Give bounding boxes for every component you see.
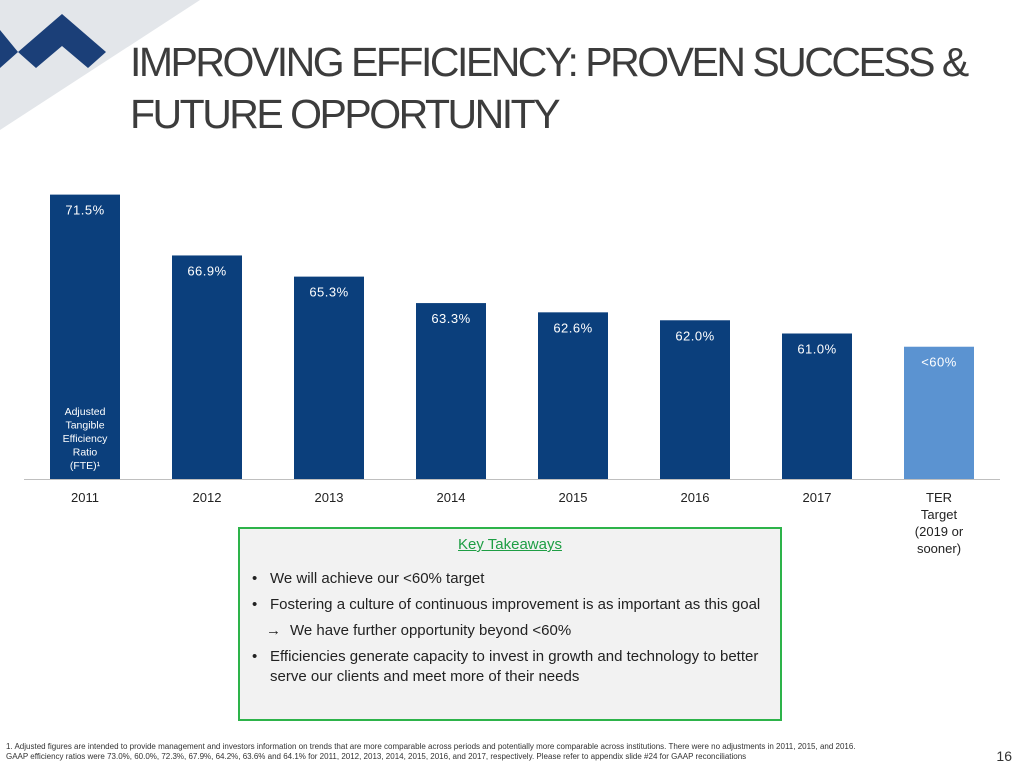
series-label: (FTE)¹ (70, 460, 101, 472)
takeaway-text: Fostering a culture of continuous improv… (270, 596, 761, 613)
bar-value-label: 63.3% (431, 311, 470, 326)
corner-logo-mark (18, 14, 106, 68)
bar-value-label: 61.0% (797, 342, 836, 357)
bar-value-label: 66.9% (187, 263, 226, 278)
slide-title-line-1: IMPROVING EFFICIENCY: PROVEN SUCCESS & (130, 39, 969, 85)
bar-7 (904, 346, 974, 479)
x-tick-label: TER (926, 490, 952, 505)
slide-title: IMPROVING EFFICIENCY: PROVEN SUCCESS & F… (130, 36, 1010, 140)
bar-6 (782, 333, 852, 479)
footnote-line-1: 1. Adjusted figures are intended to prov… (6, 742, 856, 751)
takeaway-item: • Fostering a culture of continuous impr… (252, 595, 777, 615)
series-label: Adjusted (65, 406, 106, 418)
x-tick-label: 2015 (559, 490, 588, 505)
bar-value-label: 65.3% (309, 285, 348, 300)
x-tick-label: 2014 (437, 490, 466, 505)
key-takeaways-box: Key Takeaways • We will achieve our <60%… (238, 527, 782, 721)
x-tick-label: 2011 (71, 490, 99, 505)
key-takeaways-list: • We will achieve our <60% target • Fost… (252, 569, 777, 693)
takeaway-item: • We will achieve our <60% target (252, 569, 777, 589)
bar-3 (416, 303, 486, 479)
takeaway-item: • Efficiencies generate capacity to inve… (252, 647, 777, 687)
x-tick-label: 2017 (803, 490, 832, 505)
x-tick-label: 2013 (315, 490, 344, 505)
series-label: Tangible (65, 420, 104, 432)
key-takeaways-title: Key Takeaways (458, 536, 562, 553)
x-tick-label: Target (921, 507, 958, 522)
bar-2 (294, 276, 364, 479)
takeaway-subitem: → We have further opportunity beyond <60… (266, 621, 777, 641)
bar-value-label: <60% (921, 355, 957, 370)
series-label: Ratio (73, 447, 98, 459)
corner-logo-graphic (0, 0, 200, 130)
takeaway-text: We will achieve our <60% target (270, 570, 485, 587)
x-tick-label: 2012 (193, 490, 222, 505)
corner-logo-accent (0, 30, 18, 68)
slide-title-line-2: FUTURE OPPORTUNITY (130, 91, 561, 137)
bullet-icon: • (252, 570, 258, 587)
x-tick-label: (2019 or (915, 524, 964, 539)
bar-value-label: 62.6% (553, 320, 592, 335)
bar-4 (538, 312, 608, 479)
page-number: 16 (996, 748, 1012, 764)
x-tick-label: 2016 (681, 490, 710, 505)
series-label: Efficiency (63, 433, 108, 445)
bar-5 (660, 320, 730, 479)
x-tick-label: sooner) (917, 541, 961, 556)
bullet-icon: • (252, 596, 258, 613)
arrow-right-icon: → (266, 622, 281, 639)
takeaway-text: Efficiencies generate capacity to invest… (270, 648, 759, 685)
bar-value-label: 71.5% (65, 203, 104, 218)
footnote-line-2: GAAP efficiency ratios were 73.0%, 60.0%… (6, 752, 747, 761)
footnote: 1. Adjusted figures are intended to prov… (6, 742, 966, 762)
takeaway-text: We have further opportunity beyond <60% (290, 622, 572, 639)
bar-1 (172, 255, 242, 479)
bullet-icon: • (252, 648, 258, 665)
bar-0 (50, 194, 120, 479)
efficiency-ratio-bar-chart: 71.5% 2011 66.9% 2012 65.3% 2013 63.3% 2014 62.6… (24, 194, 1000, 556)
bar-value-label: 62.0% (675, 328, 714, 343)
